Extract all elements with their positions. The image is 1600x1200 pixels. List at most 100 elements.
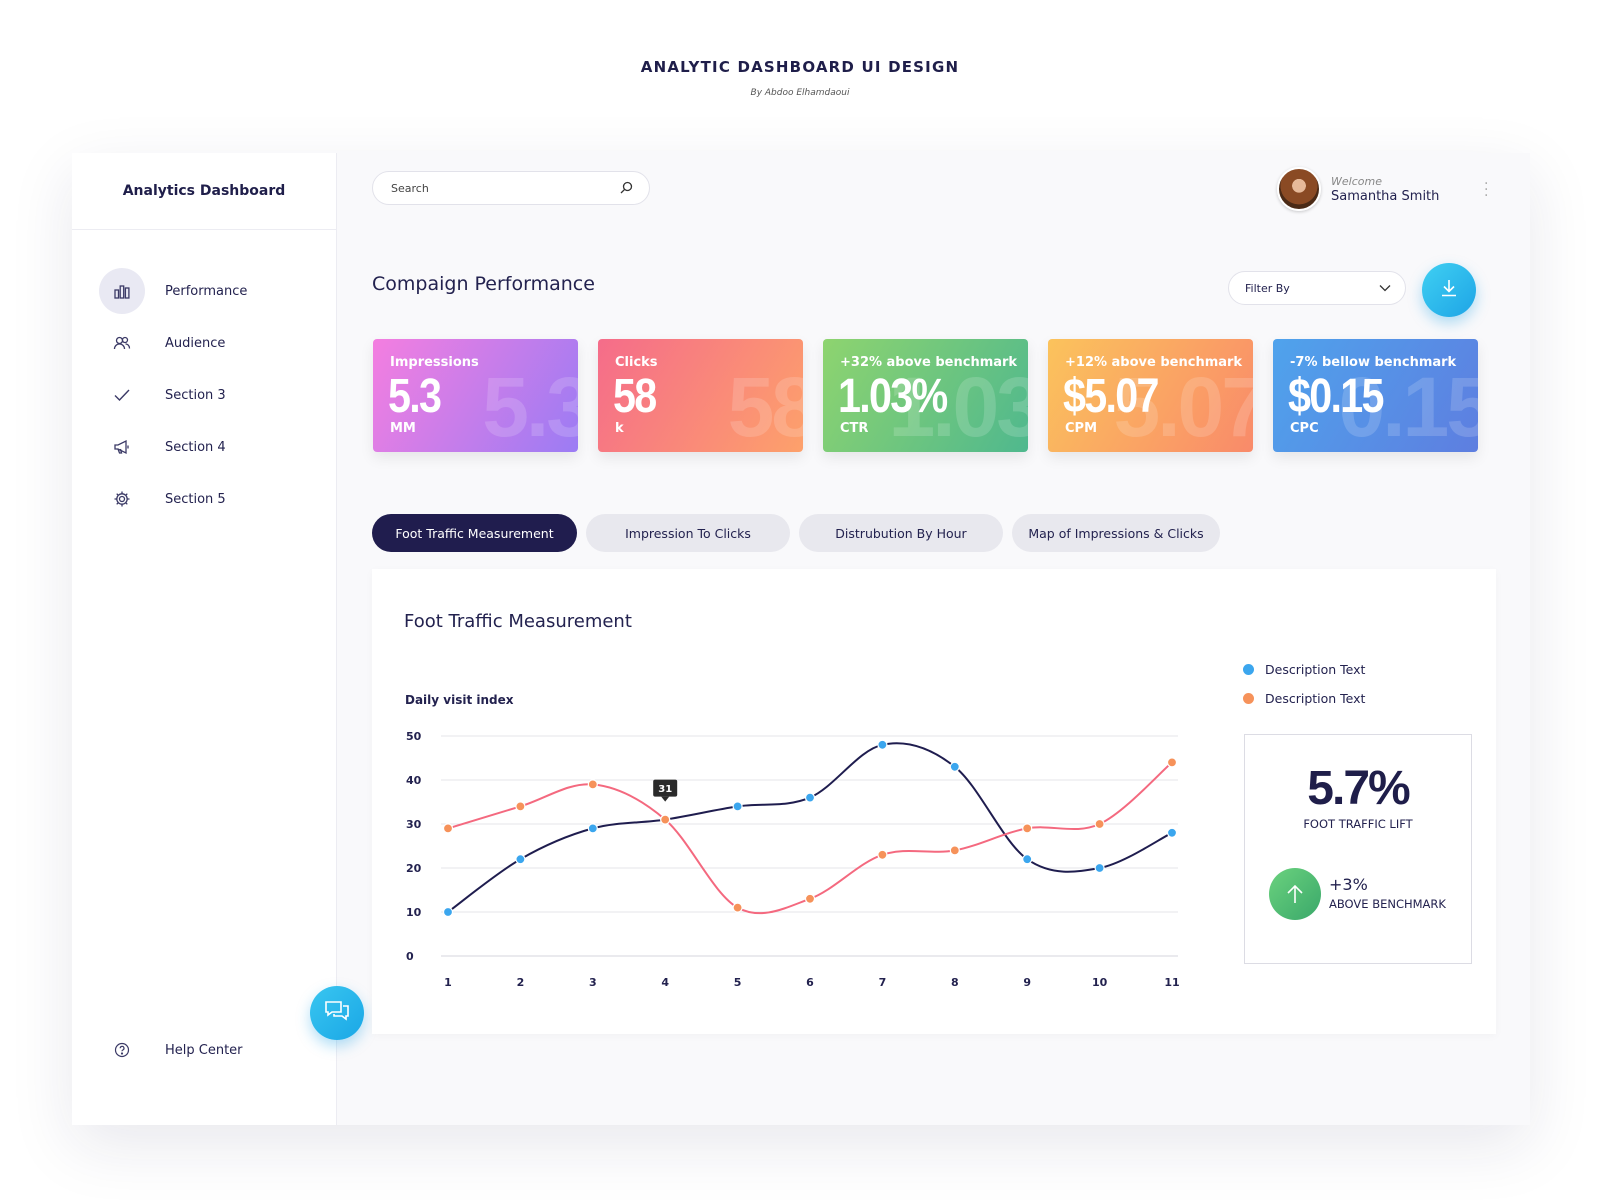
data-point-series-2 — [877, 849, 888, 860]
lift-value: 5.7% — [1307, 762, 1410, 815]
legend-label: Description Text — [1265, 691, 1366, 706]
x-tick-label: 7 — [879, 976, 887, 989]
tab-distribution-by-hour[interactable]: Distrubution By Hour — [799, 514, 1003, 552]
sidebar-item-audience[interactable]: Audience — [72, 317, 336, 369]
kpi-card-impressions[interactable]: 5.3 Impressions 5.3 MM — [373, 339, 578, 452]
x-tick-label: 2 — [517, 976, 525, 989]
user-profile[interactable]: Welcome Samantha Smith — [1277, 167, 1439, 211]
sidebar-brand: Analytics Dashboard — [72, 153, 336, 230]
data-point-series-1 — [732, 801, 743, 812]
data-point-series-1 — [949, 761, 960, 772]
sidebar-item-performance[interactable]: Performance — [72, 265, 336, 317]
x-tick-label: 1 — [444, 976, 452, 989]
kpi-ghost-value: 5.3 — [482, 360, 578, 452]
kpi-caption: -7% bellow benchmark — [1290, 355, 1457, 370]
x-tick-label: 11 — [1164, 976, 1179, 989]
help-center-label: Help Center — [165, 1042, 243, 1058]
data-point-series-2 — [949, 845, 960, 856]
check-icon — [99, 372, 145, 418]
y-tick-label: 10 — [406, 906, 422, 919]
tab-map-impressions-clicks[interactable]: Map of Impressions & Clicks — [1012, 514, 1220, 552]
chat-button[interactable] — [310, 986, 364, 1040]
users-icon — [99, 320, 145, 366]
kpi-card-cpm[interactable]: 5.07 +12% above benchmark $5.07 CPM — [1048, 339, 1253, 452]
series-line-2 — [447, 761, 1173, 915]
bar-chart-icon — [99, 268, 145, 314]
data-point-series-2 — [660, 814, 671, 825]
search-input[interactable] — [391, 181, 620, 195]
arrow-up-icon — [1269, 868, 1321, 920]
more-options-icon[interactable]: · · · — [1484, 176, 1489, 204]
kpi-value: $5.07 — [1063, 370, 1159, 423]
legend-label: Description Text — [1265, 662, 1366, 677]
main-content: Welcome Samantha Smith ··· Compaign Perf… — [337, 153, 1530, 1125]
page-byline: By Abdoo Elhamdaoui — [750, 88, 850, 98]
sidebar-item-label: Performance — [165, 283, 248, 299]
avatar[interactable] — [1277, 167, 1321, 211]
data-point-series-1 — [587, 823, 598, 834]
sidebar-item-section-4[interactable]: Section 4 — [72, 421, 336, 473]
data-point-series-1 — [877, 739, 888, 750]
tab-foot-traffic[interactable]: Foot Traffic Measurement — [372, 514, 577, 552]
sidebar-item-section-5[interactable]: Section 5 — [72, 473, 336, 525]
kpi-card-clicks[interactable]: 58 Clicks 58 k — [598, 339, 803, 452]
legend-dot-blue — [1243, 664, 1254, 675]
filter-dropdown[interactable]: Filter By — [1228, 271, 1406, 305]
kpi-ghost-value: 0.15 — [1338, 360, 1479, 452]
download-button[interactable] — [1422, 263, 1476, 317]
kpi-caption: Clicks — [615, 355, 658, 370]
y-tick-label: 50 — [406, 730, 422, 743]
chart-card: Foot Traffic Measurement Daily visit ind… — [372, 569, 1496, 1034]
data-point-series-1 — [442, 906, 454, 918]
data-point-series-2 — [732, 902, 743, 913]
chat-icon — [324, 1000, 350, 1026]
download-icon — [1439, 278, 1459, 302]
kpi-card-cpc[interactable]: 0.15 -7% bellow benchmark $0.15 CPC — [1273, 339, 1478, 452]
sidebar-item-label: Section 5 — [165, 491, 226, 507]
kpi-value: 5.3 — [388, 370, 442, 423]
legend-dot-orange — [1243, 693, 1254, 704]
kpi-ghost-value: 58 — [727, 360, 803, 452]
data-point-series-2 — [1094, 818, 1105, 830]
welcome-text: Welcome — [1331, 174, 1382, 188]
lift-label: FOOT TRAFFIC LIFT — [1303, 817, 1413, 831]
search-box[interactable] — [372, 171, 650, 205]
filter-label: Filter By — [1245, 281, 1290, 295]
tab-impression-to-clicks[interactable]: Impression To Clicks — [586, 514, 790, 552]
kpi-card-ctr[interactable]: 1.03 +32% above benchmark 1.03% CTR — [823, 339, 1028, 452]
kpi-ghost-value: 5.07 — [1113, 360, 1254, 452]
user-name: Samantha Smith — [1331, 188, 1440, 204]
help-icon — [99, 1035, 145, 1065]
sidebar-nav: Performance Audience Section 3 — [72, 265, 336, 525]
y-tick-label: 20 — [406, 862, 422, 875]
kpi-caption: +32% above benchmark — [840, 355, 1018, 370]
data-point-series-1 — [1166, 827, 1178, 838]
line-chart: 0 10 20 30 40 50 1 2 3 4 5 6 7 8 9 10 11 31 — [406, 730, 1180, 989]
kpi-caption: Impressions — [390, 355, 479, 370]
page-heading: ANALYTIC DASHBOARD UI DESIGN — [640, 58, 960, 76]
kpi-unit: k — [615, 421, 624, 436]
data-point-series-2 — [1022, 823, 1033, 834]
help-center-link[interactable]: Help Center — [72, 1035, 336, 1065]
data-point-series-2 — [587, 779, 598, 790]
data-point-series-1 — [515, 854, 526, 865]
data-point-series-1 — [1094, 862, 1105, 874]
x-tick-label: 4 — [661, 976, 669, 989]
foot-traffic-lift-card: 5.7% FOOT TRAFFIC LIFT +3% ABOVE BENCHMA… — [1244, 734, 1472, 964]
kpi-unit: CPM — [1065, 421, 1098, 436]
x-tick-label: 9 — [1023, 976, 1031, 989]
legend-item: Description Text — [1243, 684, 1365, 713]
sidebar-item-label: Section 4 — [165, 439, 226, 455]
search-icon[interactable] — [620, 179, 633, 198]
x-tick-label: 5 — [734, 976, 742, 989]
x-tick-label: 8 — [951, 976, 959, 989]
data-point-series-2 — [515, 801, 526, 812]
tooltip-pointer — [661, 796, 670, 802]
x-tick-label: 6 — [806, 976, 814, 989]
kpi-value: 58 — [613, 370, 657, 423]
sidebar-item-section-3[interactable]: Section 3 — [72, 369, 336, 421]
benchmark-value: +3% — [1329, 875, 1368, 894]
data-point-series-2 — [1166, 757, 1178, 768]
sidebar: Analytics Dashboard Performance Audienc — [72, 153, 337, 1125]
y-tick-label: 40 — [406, 774, 422, 787]
